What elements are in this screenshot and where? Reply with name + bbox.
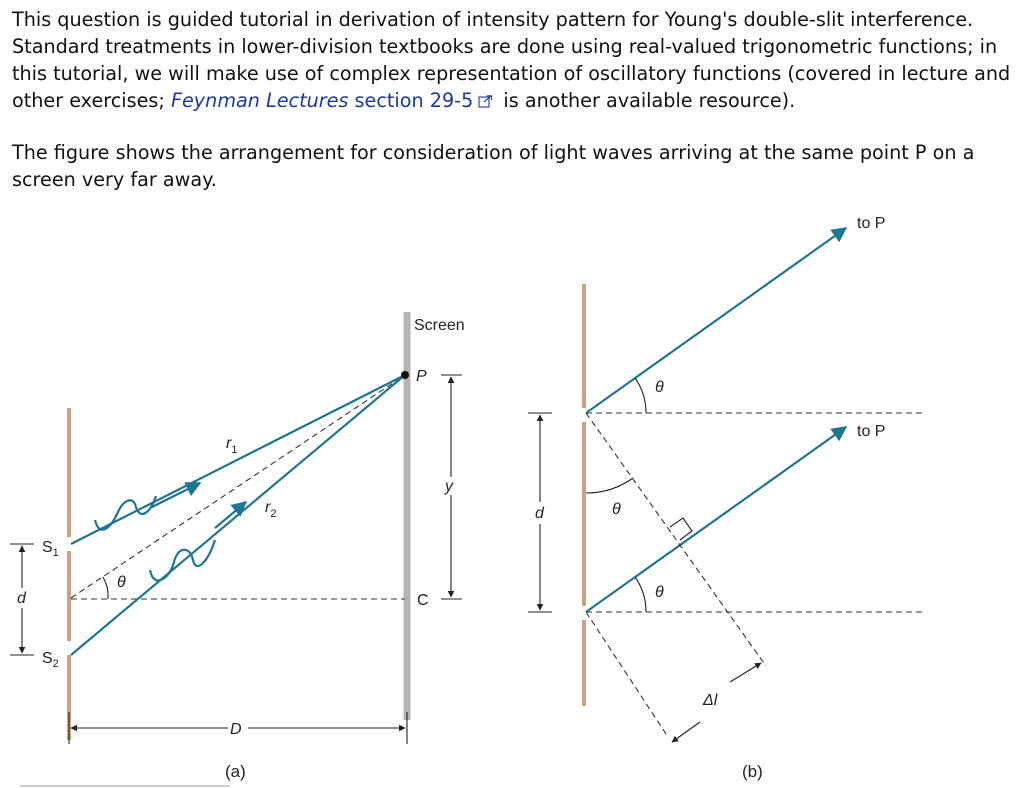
s1-label: S1: [42, 539, 59, 559]
intro-paragraph: This question is guided tutorial in deri…: [12, 6, 1018, 114]
y-label: y: [444, 478, 454, 495]
D-label: D: [230, 721, 242, 738]
point-p-label: P: [416, 368, 427, 385]
delta-l-line-left: [671, 721, 701, 743]
wave-r1: [93, 495, 158, 531]
panel-a: Screen P C r1 r2 y θ S1 S2: [10, 312, 465, 781]
theta-arc-mid: [585, 477, 634, 494]
to-p-label-bottom: to P: [857, 423, 885, 440]
theta-arc-top: [634, 377, 647, 414]
delta-l-line-right: [729, 662, 762, 683]
d-label-a: d: [17, 590, 27, 607]
feynman-link-section: section 29-5: [348, 89, 474, 112]
figure-description: The figure shows the arrangement for con…: [12, 141, 975, 191]
to-p-label-top: to P: [857, 215, 885, 232]
theta-label-a: θ: [117, 574, 126, 591]
divider: [20, 785, 230, 787]
ray-r1: [70, 374, 406, 545]
intro-text: This question is guided tutorial in deri…: [12, 8, 1011, 112]
ray-r1-arrow: [149, 482, 202, 509]
caption-a: (a): [225, 762, 246, 781]
perpendicular-dashed-bottom: [585, 611, 669, 738]
perpendicular-dashed-top: [585, 412, 767, 667]
screen-label: Screen: [414, 317, 465, 334]
theta-label-bottom: θ: [655, 584, 664, 601]
s2-label: S2: [42, 650, 59, 670]
right-angle-marker: [669, 517, 693, 541]
center-ray-dashed: [70, 374, 406, 599]
feynman-lectures-link[interactable]: Feynman Lectures section 29-5: [171, 89, 473, 112]
wave-r2: [148, 539, 217, 582]
double-slit-figure: Screen P C r1 r2 y θ S1 S2: [10, 215, 925, 781]
theta-arc-bottom: [634, 576, 647, 613]
intro-text-end: is another available resource).: [497, 89, 796, 112]
point-c-label: C: [417, 592, 429, 609]
theta-arc-a: [102, 576, 109, 600]
external-link-icon[interactable]: [478, 95, 493, 108]
ray-top-b: [585, 227, 848, 414]
theta-label-top: θ: [655, 379, 664, 396]
theta-label-mid: θ: [612, 501, 621, 518]
r2-label: r2: [265, 499, 276, 520]
panel-b: to P to P θ θ θ d Δl (b): [528, 215, 925, 781]
d-label-b: d: [535, 505, 545, 522]
r1-label: r1: [226, 435, 237, 456]
feynman-link-title: Feynman Lectures: [170, 89, 349, 112]
caption-b: (b): [742, 762, 763, 781]
ray-r2: [70, 374, 406, 656]
delta-l-label: Δl: [702, 692, 718, 709]
point-p-dot: [401, 371, 409, 379]
ray-bottom-b: [585, 426, 848, 613]
ray-r2-arrow: [214, 501, 248, 529]
